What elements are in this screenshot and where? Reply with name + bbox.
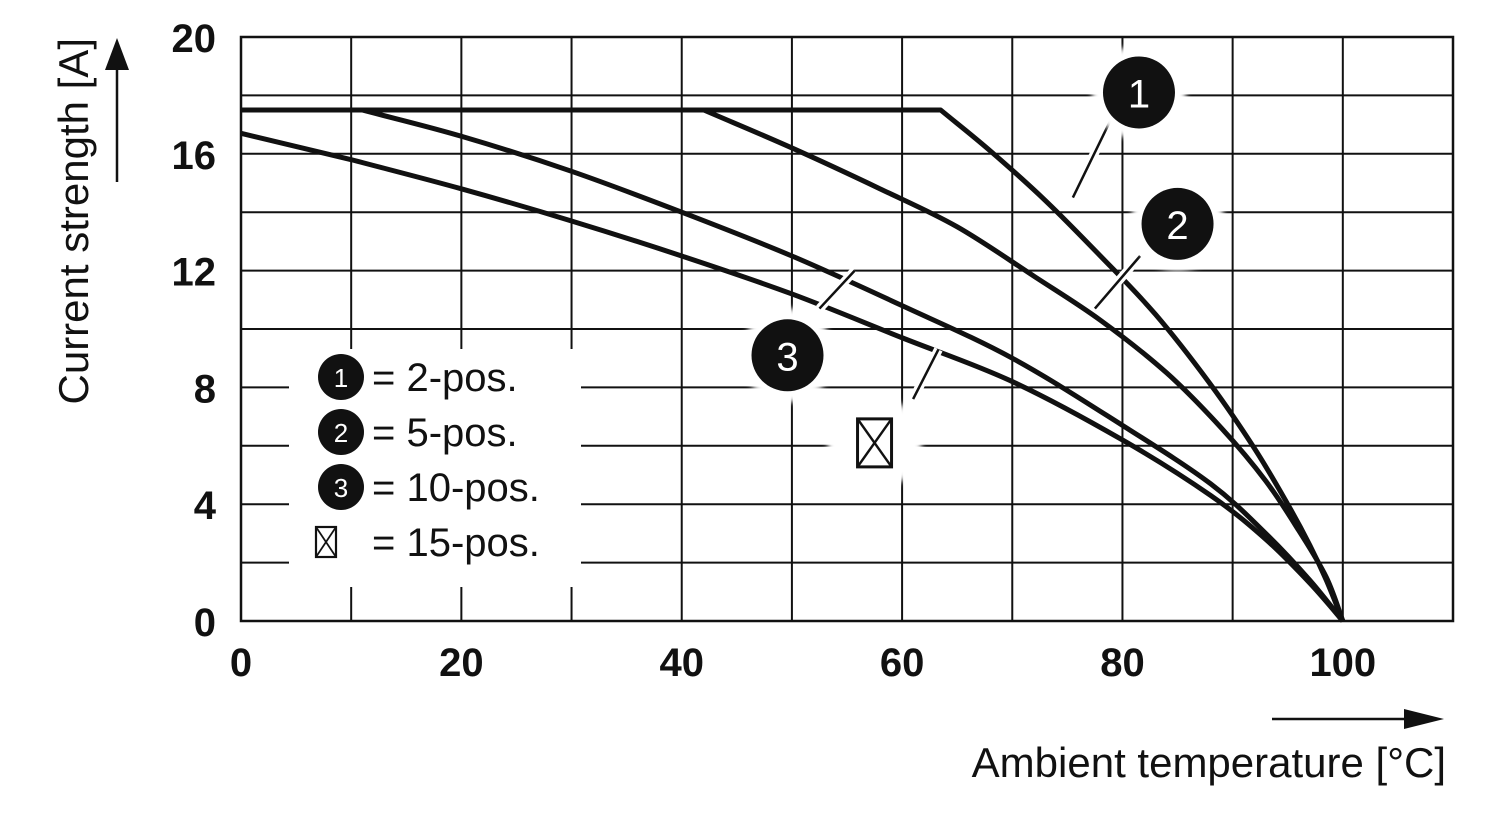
series-lines — [240, 107, 1346, 623]
callout-leader — [1093, 255, 1142, 310]
legend-label: = 10-pos. — [372, 466, 540, 510]
x-tick-label: 60 — [880, 641, 925, 685]
y-tick-label: 12 — [172, 251, 217, 295]
y-tick-label: 16 — [172, 134, 217, 178]
x-tick-label: 100 — [1309, 641, 1376, 685]
series-line-15-pos — [240, 130, 1345, 623]
legend-marker-number: 3 — [334, 473, 348, 503]
callout-leader — [818, 269, 856, 310]
legend-label: = 15-pos. — [372, 521, 540, 565]
legend-label: = 5-pos. — [372, 411, 518, 455]
legend-marker — [318, 354, 364, 400]
legend-marker — [318, 464, 364, 510]
x-tick-label: 40 — [659, 641, 704, 685]
callout-badge-number: 3 — [776, 335, 798, 379]
callout-crossed-box — [856, 417, 894, 469]
y-tick-label: 8 — [194, 367, 216, 411]
callout-badge — [1141, 187, 1214, 260]
series-line-3 — [241, 107, 1345, 623]
x-axis-title: Ambient temperature [°C] — [972, 739, 1446, 786]
legend-marker-number: 1 — [334, 363, 348, 393]
callout-crossed-box-diagonal — [856, 418, 893, 468]
y-tick-label: 20 — [172, 17, 217, 61]
x-axis-title-group: Ambient temperature [°C] — [972, 709, 1446, 786]
x-tick-label: 80 — [1100, 641, 1145, 685]
callout-badge-number: 2 — [1166, 204, 1188, 248]
legend-crossed-box-diagonal — [315, 526, 337, 558]
y-tick-label: 4 — [194, 484, 217, 528]
legend-crossed-box — [314, 525, 338, 559]
x-tick-label: 0 — [230, 641, 252, 685]
callout-badge-number: 1 — [1128, 72, 1150, 116]
y-tick-label: 0 — [194, 601, 216, 645]
legend-marker-number: 2 — [334, 418, 348, 448]
legend: 1 = 2-pos. 2 = 5-pos. 3 = 10-pos. = 15-pos. — [289, 349, 581, 587]
callout-badge — [751, 319, 824, 392]
y-axis-arrow-head — [105, 38, 129, 70]
y-axis-title-group: Current strength [A] — [50, 38, 129, 405]
x-axis-arrow-head — [1404, 709, 1444, 729]
callout-badge — [1102, 56, 1175, 129]
series-line-2 — [241, 107, 1346, 622]
callout-leader — [911, 348, 940, 400]
y-axis-title: Current strength [A] — [50, 38, 97, 405]
legend-marker — [318, 409, 364, 455]
callouts: 1 2 3 — [740, 45, 1225, 490]
legend-label: = 2-pos. — [372, 356, 518, 400]
x-tick-label: 20 — [439, 641, 484, 685]
